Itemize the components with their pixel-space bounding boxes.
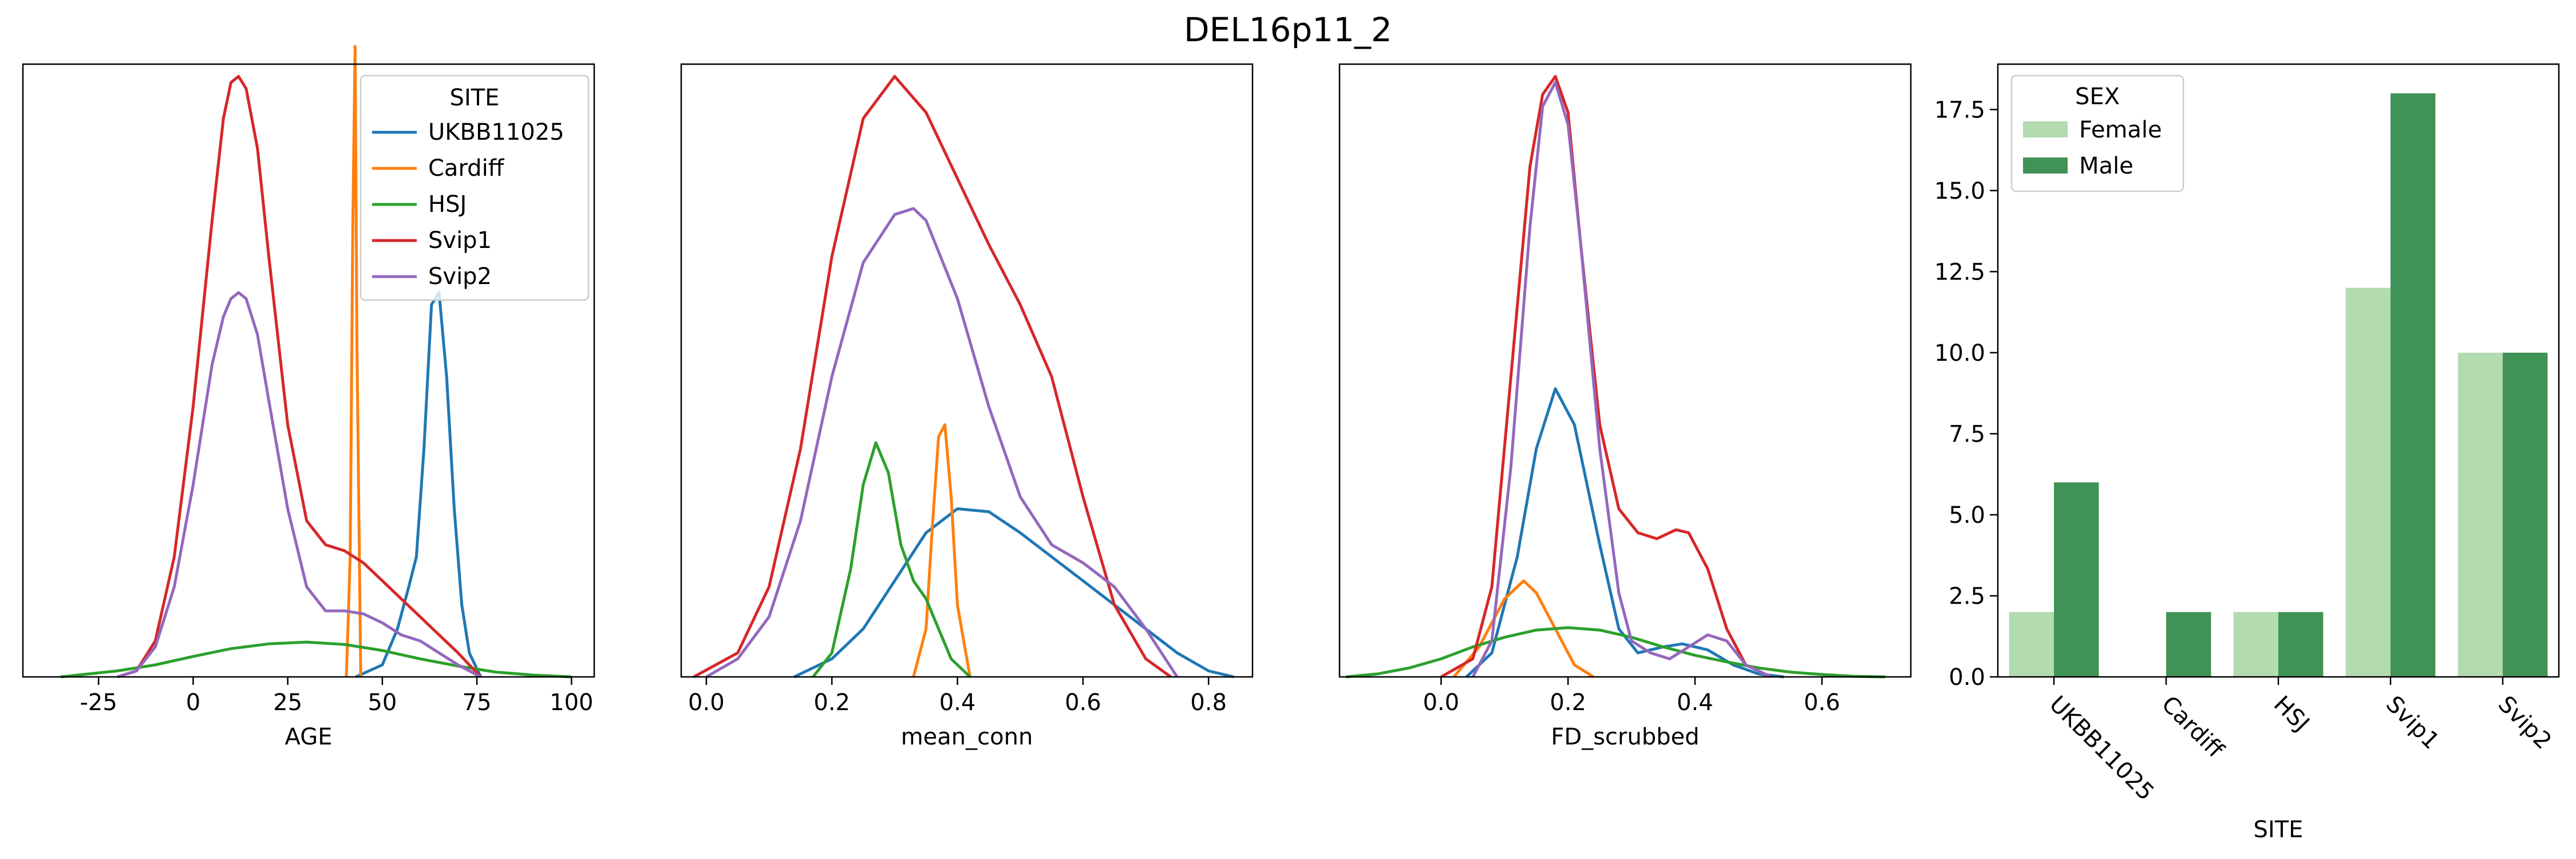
series-line-cardiff — [912, 423, 971, 677]
y-tick-label: 7.5 — [1949, 421, 1985, 447]
x-tick-label: 0.0 — [688, 689, 725, 716]
x-tick-label: UKBB11025 — [2044, 691, 2159, 806]
x-tick-label: Cardiff — [2156, 691, 2229, 764]
y-tick-label: 12.5 — [1934, 259, 1985, 285]
x-tick-label: 100 — [550, 689, 593, 716]
legend-label-female: Female — [2079, 117, 2162, 143]
x-tick-label: -25 — [80, 689, 117, 716]
legend-label-ukbb11025: UKBB11025 — [428, 119, 564, 145]
legend-swatch-male — [2023, 157, 2068, 174]
series-line-hsj — [812, 441, 971, 678]
axes-frame — [1997, 63, 2560, 678]
x-tick-label: Svip1 — [2381, 691, 2444, 755]
panel-2: 0.0 0.2 0.4 0.6 0.8 mean_conn — [680, 63, 1254, 750]
figure-title: DEL16p11_2 — [1184, 10, 1392, 49]
axes-frame — [1338, 63, 1912, 678]
legend-label-male: Male — [2079, 153, 2134, 179]
x-axis-label: FD_scrubbed — [1551, 724, 1699, 750]
legend-label-hsj: HSJ — [428, 191, 467, 218]
x-tick-label: 0 — [186, 689, 200, 716]
y-tick-label: 10.0 — [1934, 340, 1985, 367]
legend-swatch-female — [2023, 121, 2068, 137]
bar-male-hsj — [2278, 612, 2324, 677]
panel-1: -25 0 25 50 75 100AGESITEUKBB11025CardiffHSJS… — [22, 45, 595, 750]
x-tick-label: 0.0 — [1423, 689, 1460, 716]
x-tick-label: 25 — [273, 689, 302, 716]
series-line-ukbb11025 — [793, 507, 1234, 679]
axes-frame — [22, 63, 595, 678]
x-tick-label: 0.6 — [1804, 689, 1840, 716]
series-line-cardiff — [345, 45, 362, 677]
bar-male-ukbb11025 — [2054, 482, 2099, 677]
legend-title: SITE — [450, 85, 500, 111]
bar-male-svip2 — [2503, 352, 2548, 677]
legend: SITE UKBB11025 Cardiff HSJ Svip1 Svip2 — [359, 74, 590, 301]
x-tick-label: 0.6 — [1065, 689, 1101, 716]
series-line-hsj — [1345, 626, 1886, 679]
legend-title: SEX — [2075, 84, 2120, 110]
y-tick-label: 5.0 — [1949, 502, 1985, 529]
legend: SEX Female Male — [2010, 74, 2184, 192]
series-line-cardiff — [1452, 579, 1594, 679]
x-axis-label: AGE — [285, 724, 333, 750]
series-line-svip2 — [705, 207, 1179, 679]
y-tick-label: 2.5 — [1949, 583, 1985, 609]
x-tick-label: Svip2 — [2493, 691, 2557, 755]
x-axis-label: mean_conn — [901, 724, 1033, 750]
legend-label-svip1: Svip1 — [428, 227, 492, 254]
series-line-svip1 — [1440, 74, 1772, 679]
x-tick-label: 0.2 — [813, 689, 850, 716]
bar-female-ukbb11025 — [2009, 612, 2054, 677]
x-tick-label: 0.8 — [1190, 689, 1227, 716]
x-axis-label: SITE — [2254, 817, 2304, 843]
y-tick-label: 15.0 — [1934, 178, 1985, 204]
y-tick-label: 0.0 — [1949, 664, 1985, 691]
series-line-svip2 — [117, 291, 481, 679]
x-tick-label: 0.2 — [1550, 689, 1586, 716]
series-line-svip2 — [1471, 81, 1772, 679]
x-tick-label: 0.4 — [1677, 689, 1713, 716]
y-tick-label: 17.5 — [1934, 97, 1985, 123]
axes-frame — [680, 63, 1254, 678]
panel-3: 0.0 0.2 0.4 0.6 FD_scrubbed — [1338, 63, 1912, 750]
series-line-svip1 — [693, 74, 1172, 679]
bar-female-svip1 — [2345, 287, 2391, 677]
x-tick-label: 0.4 — [939, 689, 976, 716]
series-line-hsj — [60, 640, 572, 679]
bar-female-hsj — [2233, 612, 2278, 677]
x-tick-label: HSJ — [2269, 691, 2314, 737]
legend-label-cardiff: Cardiff — [428, 155, 505, 182]
x-tick-label: 75 — [463, 689, 492, 716]
legend-label-svip2: Svip2 — [428, 263, 492, 290]
series-line-ukbb11025 — [355, 291, 482, 679]
bar-female-svip2 — [2458, 352, 2503, 677]
bar-male-cardiff — [2166, 612, 2211, 677]
legend-box — [359, 74, 590, 301]
series-line-svip1 — [117, 74, 482, 679]
x-tick-label: 50 — [368, 689, 397, 716]
series-line-ukbb11025 — [1465, 387, 1784, 679]
bar-male-svip1 — [2391, 93, 2436, 677]
